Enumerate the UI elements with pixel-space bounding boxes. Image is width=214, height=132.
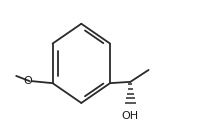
Text: OH: OH [122, 111, 139, 121]
Text: O: O [23, 76, 32, 86]
